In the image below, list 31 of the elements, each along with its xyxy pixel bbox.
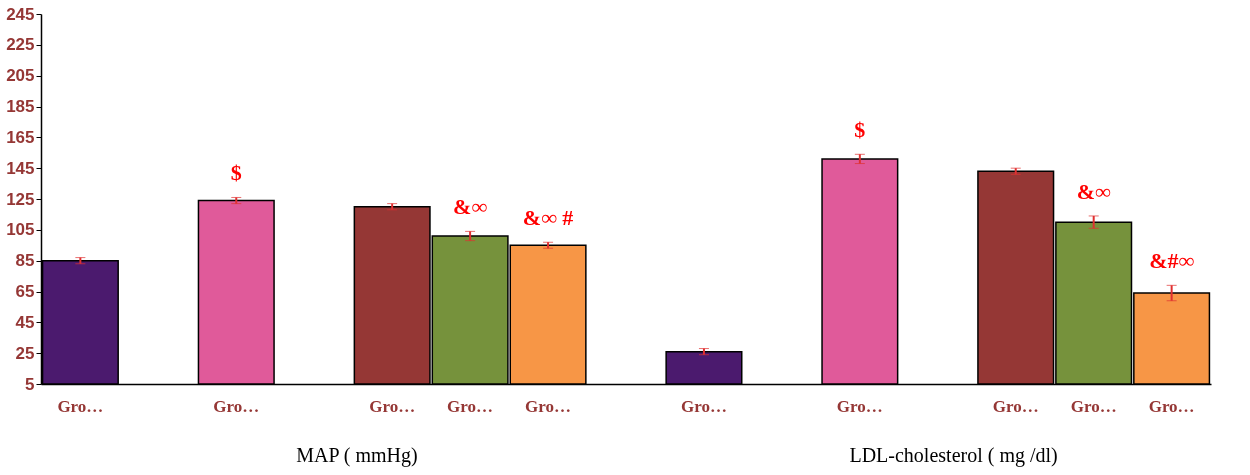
x-tick-label: Gro… [369,396,416,416]
y-tick-label: 245 [6,4,35,24]
x-tick-label: Gro… [992,396,1039,416]
x-tick-label: Gro… [213,396,260,416]
y-tick-label: 25 [15,343,35,363]
y-tick-label: 185 [6,97,35,116]
x-tick-label: Gro… [447,396,494,416]
data-label: $ [854,117,866,143]
x-tick-label: Gro… [1148,396,1195,416]
y-tick-label: 5 [25,374,35,394]
x-tick-label: Gro… [525,396,572,416]
x-tick-label: Gro… [680,396,727,416]
y-tick-label: 145 [6,158,35,178]
y-tick-label: 65 [15,282,35,301]
text: MAP ( mmHg) [296,444,418,467]
y-tick-label: 205 [6,66,35,86]
y-tick-label: 225 [6,35,35,55]
y-tick-label: 165 [6,127,35,147]
y-tick-label: 45 [15,312,35,332]
y-tick-label: 85 [15,251,35,271]
x-tick-label: Gro… [57,396,104,416]
data-label: &∞ # [522,205,574,231]
data-label: &∞ [1076,178,1112,204]
y-tick-label: 125 [6,189,35,209]
data-label: $ [230,160,242,186]
x-tick-label: Gro… [836,396,883,416]
data-label: &#∞ [1149,248,1195,274]
data-label: &∞ [453,194,488,220]
y-tick-label: 105 [6,220,35,240]
x-tick-label: Gro… [1070,396,1117,416]
text: LDL-cholesterol ( mg /dl) [849,444,1058,467]
